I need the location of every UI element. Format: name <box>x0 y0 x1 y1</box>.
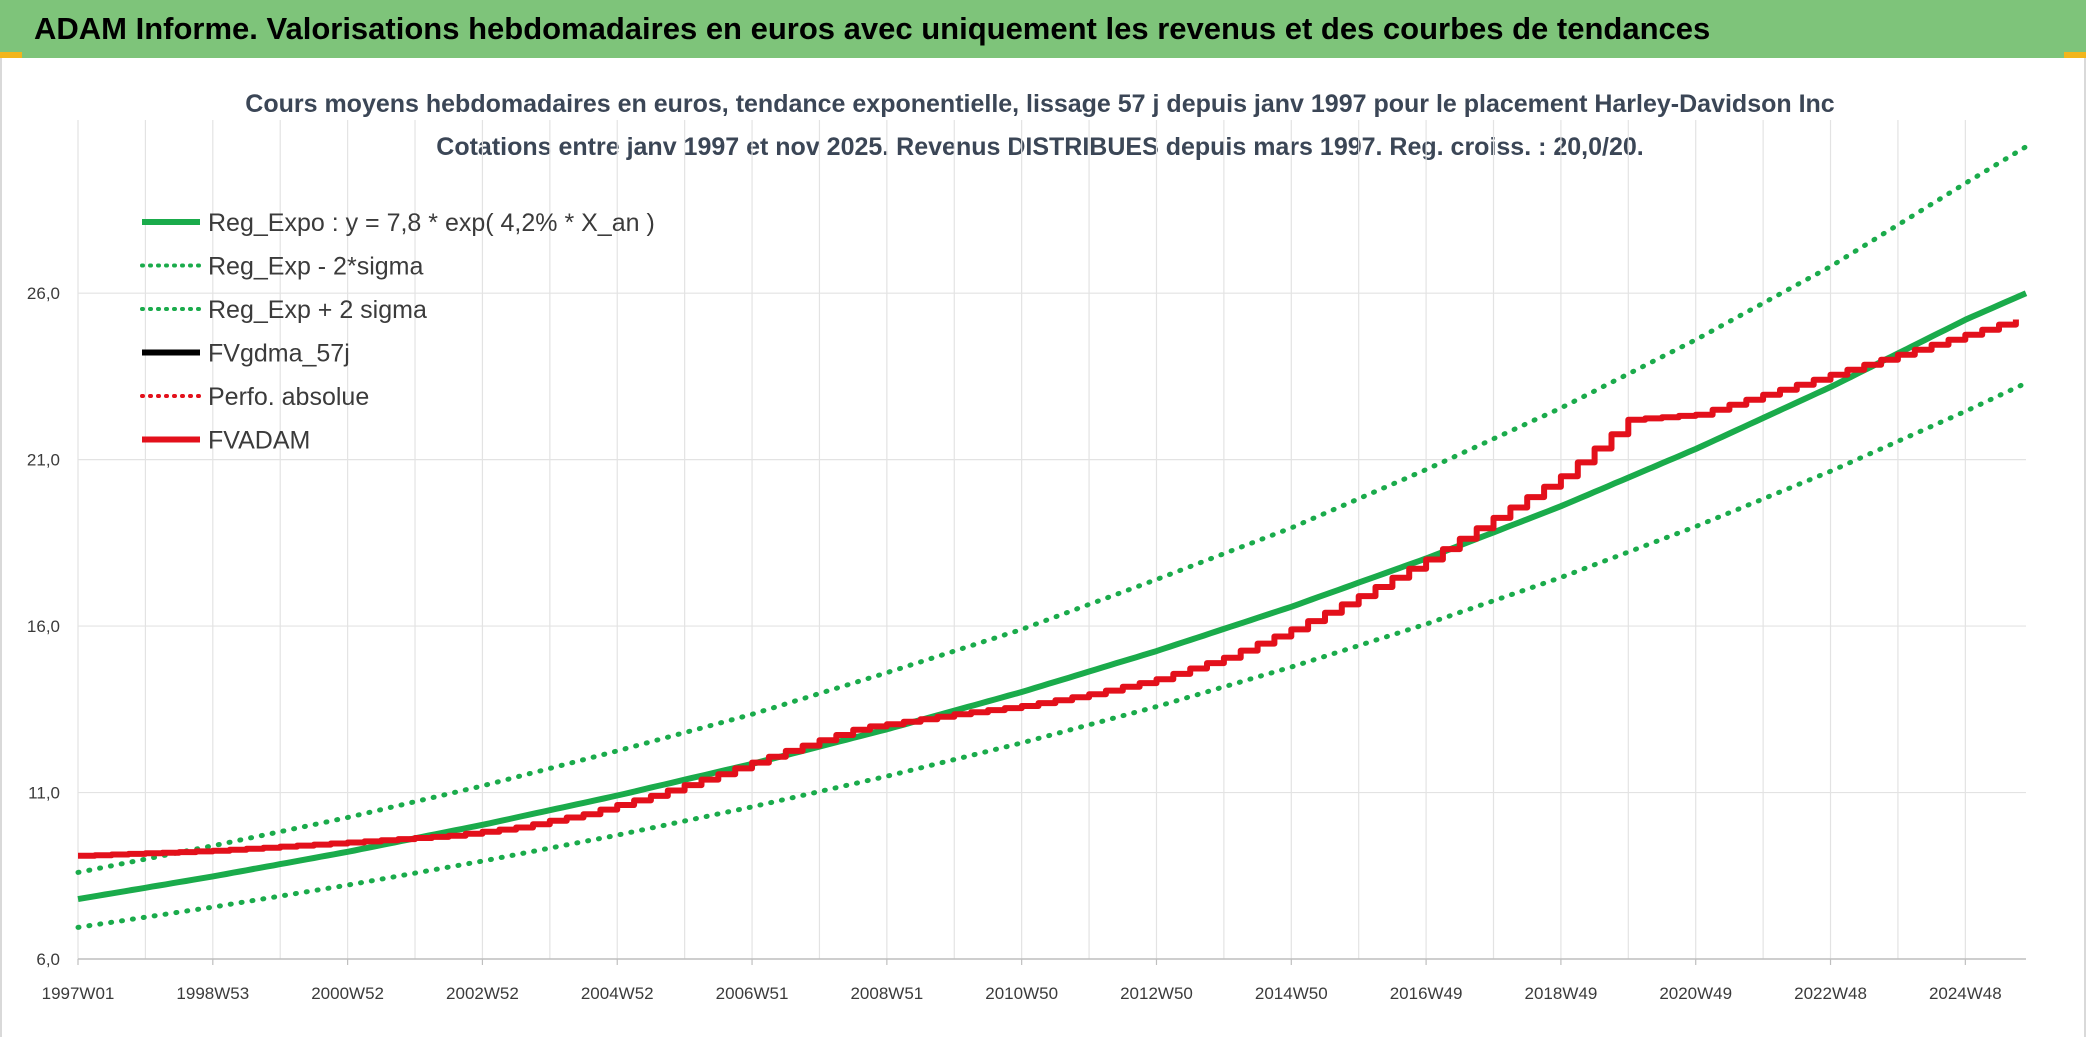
series-fvadam <box>78 319 2019 859</box>
x-tick-label: 2024W48 <box>1929 984 2002 1003</box>
x-tick-label: 2022W48 <box>1794 984 1867 1003</box>
report-title: ADAM Informe. Valorisations hebdomadaire… <box>34 11 1711 46</box>
legend-label: FVADAM <box>208 427 310 455</box>
chart-title-line2: Cotations entre janv 1997 et nov 2025. R… <box>436 133 1643 161</box>
chart-title-line1: Cours moyens hebdomadaires en euros, ten… <box>245 90 1835 118</box>
y-tick-label: 26,0 <box>27 284 60 303</box>
x-tick-label: 2004W52 <box>581 984 654 1003</box>
x-tick-label: 2016W49 <box>1390 984 1463 1003</box>
legend-label: Reg_Expo : y = 7,8 * exp( 4,2% * X_an ) <box>208 209 655 237</box>
y-tick-label: 16,0 <box>27 617 60 636</box>
x-tick-label: 2012W50 <box>1120 984 1193 1003</box>
x-tick-label: 2006W51 <box>716 984 789 1003</box>
report-banner: ADAM Informe. Valorisations hebdomadaire… <box>0 0 2086 58</box>
x-tick-label: 2000W52 <box>311 984 384 1003</box>
legend-label: Reg_Exp + 2 sigma <box>208 296 427 324</box>
x-tick-label: 2020W49 <box>1659 984 1732 1003</box>
legend-label: Perfo. absolue <box>208 383 369 411</box>
y-tick-label: 6,0 <box>36 950 60 969</box>
x-tick-label: 1998W53 <box>176 984 249 1003</box>
chart-frame <box>0 58 2086 1037</box>
x-tick-label: 2008W51 <box>850 984 923 1003</box>
series-reg-expo <box>77 290 2028 903</box>
series-reg-plus-2sigma <box>75 144 2029 875</box>
x-tick-label: 2014W50 <box>1255 984 1328 1003</box>
legend-label: Reg_Exp - 2*sigma <box>208 253 423 281</box>
x-tick-label: 2010W50 <box>985 984 1058 1003</box>
x-tick-label: 2002W52 <box>446 984 519 1003</box>
legend-label: FVgdma_57j <box>208 340 350 368</box>
corner-accent-right <box>2064 52 2086 58</box>
corner-accent-left <box>0 52 22 58</box>
y-tick-label: 11,0 <box>28 784 60 803</box>
series-reg-minus-2sigma <box>75 380 2029 930</box>
x-tick-label: 1997W01 <box>42 984 115 1003</box>
x-tick-label: 2018W49 <box>1525 984 1598 1003</box>
y-tick-label: 21,0 <box>27 451 60 470</box>
